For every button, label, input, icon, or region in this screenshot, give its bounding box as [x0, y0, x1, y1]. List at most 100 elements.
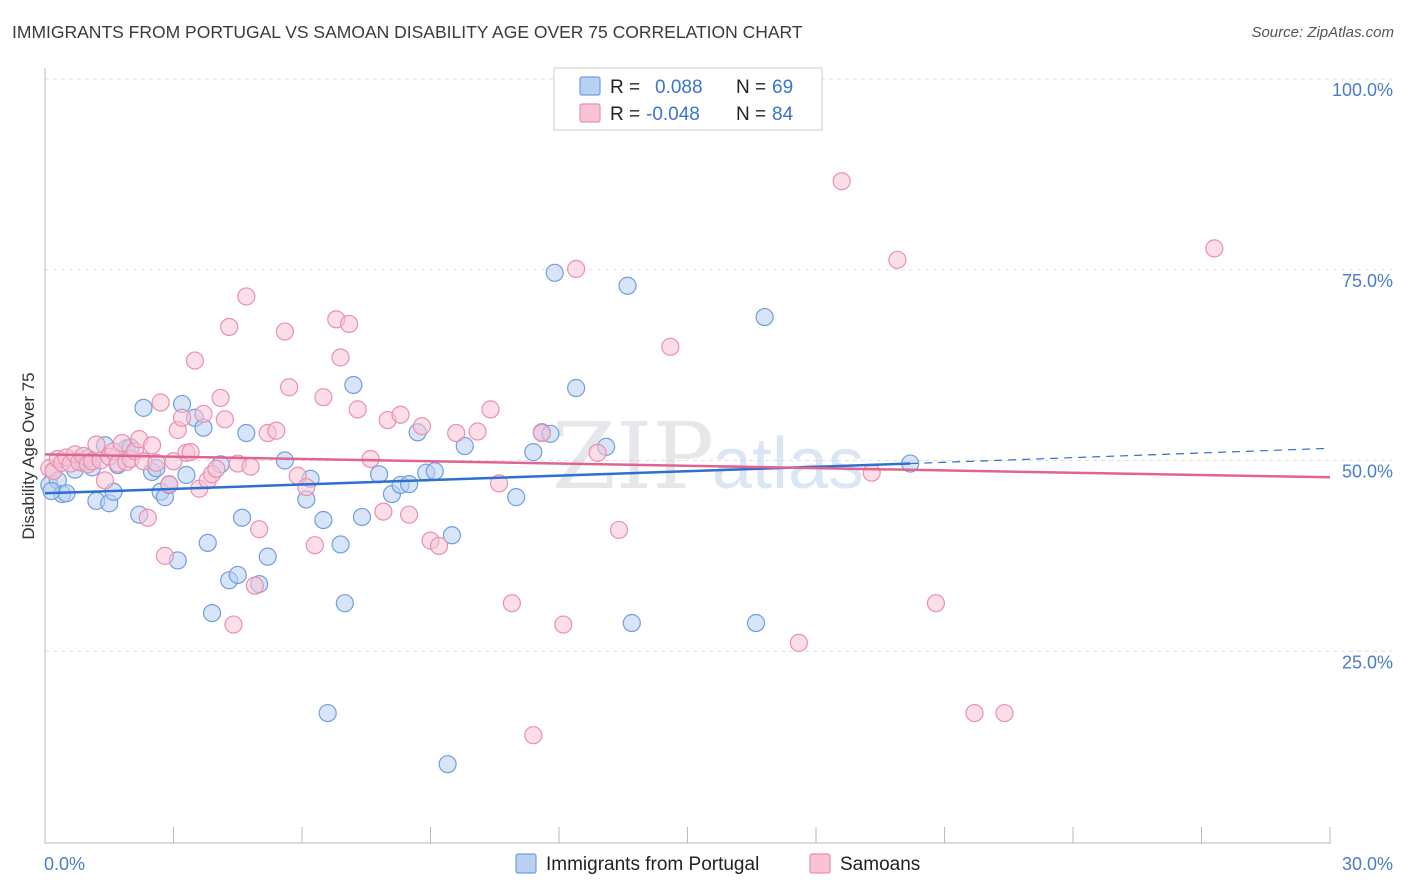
bottom-legend-label-samoans: Samoans	[840, 854, 920, 875]
trend-line-pink	[44, 453, 1331, 479]
point-blue-65	[746, 613, 766, 633]
point-pink-70	[468, 422, 487, 441]
point-pink-extra-0	[862, 463, 881, 482]
point-pink-39	[207, 459, 226, 478]
chart-title: IMMIGRANTS FROM PORTUGAL VS SAMOAN DISAB…	[12, 22, 803, 42]
point-pink-59	[340, 314, 359, 334]
point-blue-28	[198, 533, 217, 553]
legend-n-value-2: 84	[772, 104, 794, 125]
point-pink-69	[447, 423, 466, 443]
point-pink-46	[241, 457, 260, 476]
point-pink-13	[95, 471, 115, 490]
point-pink-40	[211, 388, 230, 408]
point-blue-44	[344, 375, 363, 395]
point-pink-50	[267, 421, 286, 440]
point-pink-80	[661, 337, 680, 356]
point-pink-27	[155, 546, 175, 565]
legend-r-value-2: -0.048	[646, 104, 700, 125]
point-blue-63	[618, 276, 637, 295]
y-tick-label-50: 50.0%	[1342, 462, 1393, 482]
point-pink-75	[532, 423, 551, 443]
x-tick-label-max: 30.0%	[1342, 854, 1393, 874]
point-blue-46	[370, 465, 389, 484]
legend-n-label-2: N =	[736, 104, 766, 125]
point-pink-79	[609, 520, 629, 540]
point-pink-74	[524, 726, 543, 745]
trend-lines	[44, 447, 1331, 495]
point-blue-32	[228, 565, 247, 585]
point-blue-17	[134, 398, 153, 417]
point-blue-37	[275, 451, 294, 470]
point-pink-81	[789, 633, 808, 652]
point-blue-57	[524, 443, 543, 462]
x-tick-label-min: 0.0%	[44, 854, 85, 874]
point-blue-53	[438, 755, 457, 774]
point-pink-72	[489, 474, 509, 493]
y-axis-title: Disability Age Over 75	[19, 372, 38, 539]
point-pink-47	[245, 576, 264, 595]
grid-lines	[45, 78, 1392, 652]
point-blue-41	[318, 703, 337, 723]
point-blue-25	[177, 465, 196, 485]
bottom-legend-label-portugal: Immigrants from Portugal	[546, 854, 759, 875]
point-blue-52	[425, 462, 444, 481]
point-pink-43	[224, 615, 243, 634]
point-blue-33	[232, 508, 252, 527]
point-pink-24	[142, 436, 162, 455]
point-blue-56	[507, 488, 526, 507]
point-pink-73	[502, 594, 521, 613]
point-pink-26	[151, 393, 170, 412]
point-pink-51	[275, 322, 294, 341]
point-pink-82	[832, 172, 851, 191]
point-pink-extra-3	[995, 703, 1014, 723]
legend-swatch-blue	[579, 76, 601, 96]
point-blue-29	[202, 603, 222, 623]
point-pink-36	[194, 404, 213, 424]
point-pink-66	[412, 417, 432, 436]
bottom-legend: Immigrants from Portugal Samoans	[515, 853, 920, 875]
point-pink-31	[172, 408, 192, 427]
point-pink-extra-1	[888, 250, 907, 269]
y-tick-label-100: 100.0%	[1332, 80, 1393, 100]
point-pink-56	[314, 388, 333, 407]
bottom-legend-swatch-pink	[809, 853, 831, 874]
trend-line-blue-extension	[910, 447, 1331, 465]
point-pink-64	[391, 405, 410, 424]
point-pink-42	[220, 317, 239, 337]
trend-line-blue	[44, 462, 911, 495]
point-pink-83	[926, 594, 946, 613]
point-pink-extra-4	[1205, 239, 1224, 258]
point-pink-17	[112, 433, 132, 453]
point-blue-61	[567, 378, 586, 398]
point-pink-23	[138, 508, 157, 527]
point-pink-76	[554, 615, 573, 634]
point-blue-64	[622, 613, 641, 633]
point-pink-78	[588, 443, 607, 462]
point-blue-34	[237, 423, 256, 443]
point-pink-60	[348, 400, 367, 419]
point-blue-49	[399, 475, 419, 494]
point-blue-60	[545, 263, 564, 282]
point-blue-42	[331, 535, 350, 554]
point-pink-41	[215, 410, 234, 429]
legend-swatch-pink	[579, 103, 601, 123]
y-tick-label-25: 25.0%	[1342, 652, 1393, 672]
watermark-zip: ZIP	[552, 403, 714, 510]
data-points	[40, 172, 1224, 774]
point-blue-54	[442, 526, 462, 545]
point-pink-55	[305, 536, 324, 555]
point-blue-43	[335, 594, 354, 613]
point-pink-34	[185, 351, 205, 370]
legend-n-label-1: N =	[736, 77, 766, 98]
point-pink-48	[250, 520, 269, 539]
point-pink-extra-2	[965, 703, 984, 723]
point-pink-52	[280, 378, 299, 397]
legend-r-label-1: R =	[610, 77, 640, 98]
y-tick-label-75: 75.0%	[1342, 271, 1393, 291]
legend: R = 0.088 N = 69 R = -0.048 N = 84	[553, 67, 823, 131]
point-pink-62	[374, 502, 393, 521]
point-blue-68	[42, 481, 61, 501]
source-credit: Source: ZipAtlas.com	[1251, 24, 1394, 41]
point-pink-77	[567, 259, 586, 279]
